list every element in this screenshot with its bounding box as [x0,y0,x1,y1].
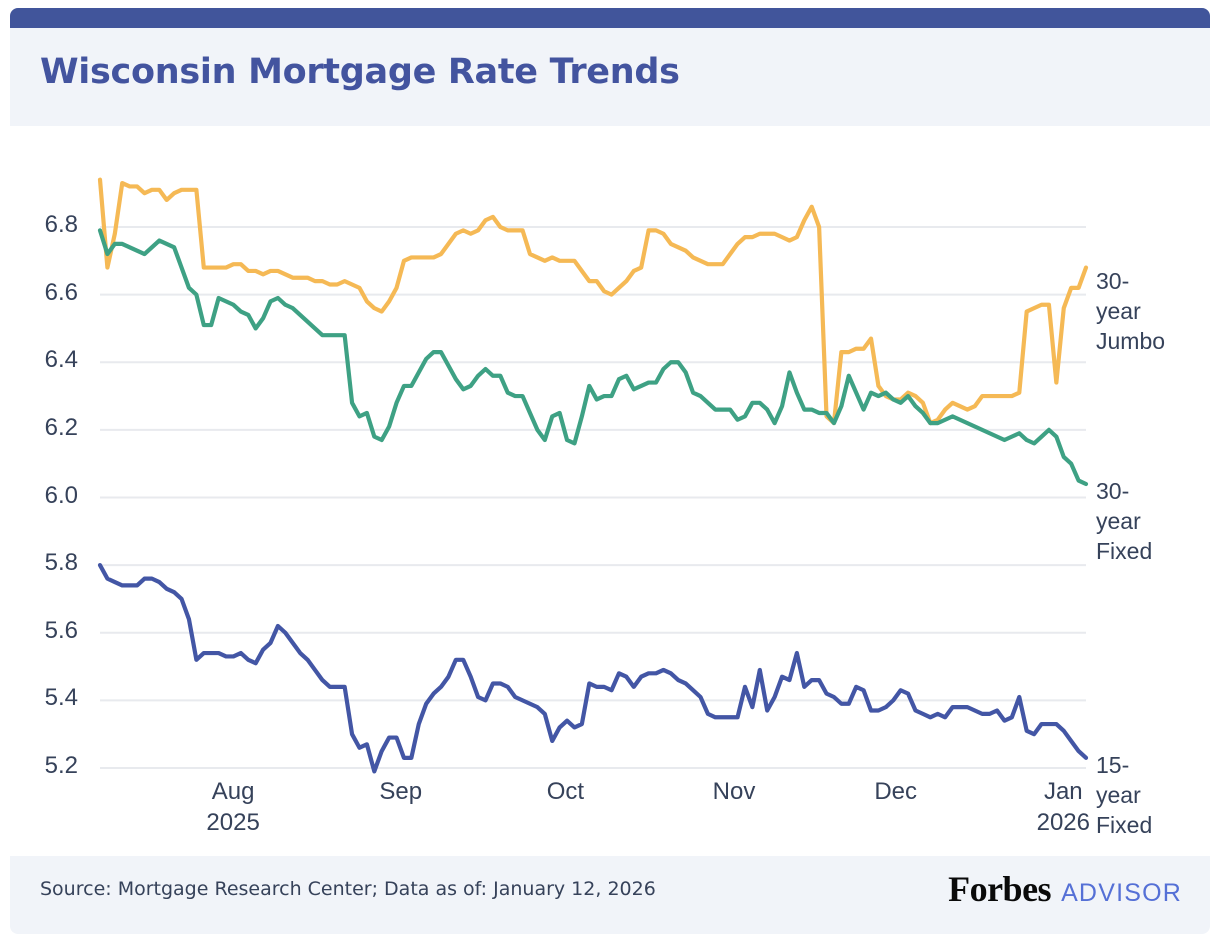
x-tick-month: Jan [1043,778,1083,805]
y-axis-tick-label: 5.6 [44,616,78,644]
series-line-1 [97,228,1089,487]
series-label-line: Jumbo [1096,328,1166,355]
x-axis-tick-label: Sep [331,776,471,807]
y-axis-tick-label: 6.2 [44,413,78,441]
y-axis-tick-label: 5.2 [44,752,78,779]
x-axis-tick-label: Aug 2025 [163,776,303,838]
x-tick-year: 2025 [206,809,260,836]
x-tick-month: Nov [712,778,756,805]
series-label-line: 15- [1096,751,1130,778]
x-axis-tick-label: Oct [495,776,635,807]
x-tick-month: Oct [546,778,585,805]
series-line-0 [97,177,1089,426]
series-label-line: year [1096,298,1141,325]
y-axis-tick-label: 6.6 [44,278,78,306]
header-panel [10,28,1210,126]
x-tick-year: 2026 [1036,809,1090,836]
y-axis-tick-label: 6.0 [44,481,78,509]
y-axis-tick-label: 6.8 [44,211,78,238]
x-tick-month: Dec [874,778,918,805]
series-label-2: 15- year Fixed [1096,750,1188,840]
y-axis-tick-label: 5.4 [44,684,78,712]
forbes-advisor-logo: Forbes ADVISOR [948,868,1182,910]
header-accent-bar [10,8,1210,30]
forbes-wordmark: Forbes [948,869,1052,909]
page-title: Wisconsin Mortgage Rate Trends [40,52,680,92]
series-label-1: 30- year Fixed [1096,476,1188,566]
x-axis-tick-label: Nov [664,776,804,807]
advisor-wordmark: ADVISOR [1061,879,1182,907]
x-axis-tick-label: Jan 2026 [993,776,1133,838]
series-label-line: 30- [1096,477,1130,504]
series-label-line: 30- [1096,268,1130,295]
x-axis-tick-label: Dec [826,776,966,807]
x-tick-month: Aug [211,778,255,805]
chart-plot-area: 5.2 5.4 5.6 5.8 6.0 6.2 6.4 6.6 6.8 Aug 2025 Sep Oc… [0,126,1220,856]
source-note: Source: Mortgage Research Center; Data a… [40,878,656,900]
series-line-2 [97,563,1089,774]
y-axis-tick-label: 6.4 [44,346,78,374]
y-axis-tick-label: 5.8 [44,549,78,577]
series-label-0: 30- year Jumbo [1096,266,1188,356]
series-label-line: Fixed [1096,537,1153,564]
series-label-line: Fixed [1096,811,1153,838]
series-label-line: year [1096,507,1141,534]
footer-panel [10,856,1210,934]
series-label-line: year [1096,781,1141,808]
line-chart-svg [97,177,1089,774]
x-tick-month: Sep [379,778,423,805]
